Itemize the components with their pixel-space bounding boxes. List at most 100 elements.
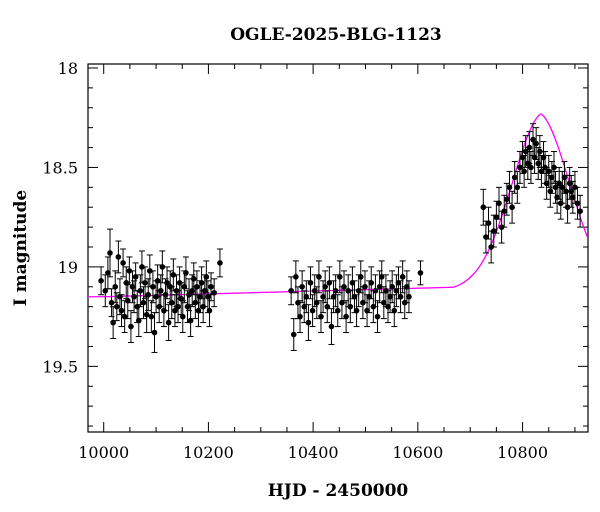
data-point <box>113 292 120 322</box>
data-point <box>201 274 208 308</box>
data-marker <box>316 274 322 280</box>
data-marker <box>211 289 217 296</box>
axis-ticks: 10000 10200 10400 10600 10800 18 18.5 19 19.5 <box>42 59 588 462</box>
data-marker <box>295 299 301 306</box>
data-marker <box>190 276 197 282</box>
data-point <box>115 240 122 274</box>
y-tick-label: 19.5 <box>42 357 78 376</box>
data-marker <box>108 299 115 306</box>
data-point <box>110 306 117 340</box>
data-point <box>211 278 218 308</box>
y-axis-label: I magnitude <box>11 190 31 307</box>
data-point <box>393 274 400 308</box>
data-point <box>106 228 113 278</box>
data-marker <box>322 283 328 290</box>
data-marker <box>124 297 131 304</box>
data-marker <box>142 280 148 286</box>
data-marker <box>533 140 539 147</box>
data-marker <box>556 180 563 187</box>
data-marker <box>126 268 133 274</box>
data-marker <box>404 283 410 290</box>
data-marker <box>353 307 360 314</box>
data-marker <box>178 295 184 302</box>
data-marker <box>387 293 393 300</box>
data-marker <box>128 323 134 330</box>
data-marker <box>522 148 529 155</box>
data-marker <box>549 174 555 181</box>
data-point <box>495 186 502 220</box>
data-point <box>203 260 210 294</box>
data-point <box>179 300 186 334</box>
data-point <box>395 266 402 300</box>
data-marker <box>328 323 335 330</box>
data-marker <box>305 319 312 326</box>
data-marker <box>110 319 116 326</box>
data-point <box>485 206 492 240</box>
data-point <box>288 276 295 306</box>
data-marker <box>501 208 508 214</box>
data-marker <box>165 319 172 326</box>
data-marker <box>198 280 205 286</box>
y-tick-label: 19 <box>58 258 78 277</box>
data-marker <box>417 270 424 276</box>
data-point <box>315 260 322 294</box>
data-point <box>506 170 513 204</box>
data-marker <box>115 254 122 260</box>
data-point <box>120 248 127 278</box>
data-point <box>361 270 368 304</box>
data-point <box>364 294 371 328</box>
data-point <box>509 190 516 224</box>
data-marker <box>372 287 379 294</box>
data-point <box>102 274 109 308</box>
data-marker <box>545 168 552 175</box>
data-point <box>480 188 487 226</box>
data-point <box>503 182 510 216</box>
data-marker <box>391 307 398 314</box>
data-point <box>328 308 335 345</box>
data-point <box>550 151 557 184</box>
data-marker <box>206 307 213 314</box>
data-point <box>216 248 223 278</box>
data-marker <box>343 313 349 320</box>
data-marker <box>121 313 128 320</box>
data-marker <box>135 317 142 324</box>
data-marker <box>172 307 178 314</box>
data-point <box>482 220 489 254</box>
data-point <box>526 131 533 164</box>
plot-frame <box>87 63 589 433</box>
data-marker <box>154 278 161 284</box>
data-marker <box>146 268 153 274</box>
data-marker <box>157 287 164 294</box>
data-point <box>121 300 128 334</box>
data-point <box>98 266 105 296</box>
data-marker <box>509 204 515 211</box>
data-marker <box>521 168 527 175</box>
data-marker <box>98 278 104 284</box>
data-marker <box>397 293 404 300</box>
data-marker <box>389 283 395 290</box>
data-marker <box>485 220 492 226</box>
data-marker <box>297 313 303 320</box>
data-marker <box>385 303 391 310</box>
data-point <box>521 155 528 188</box>
data-point <box>159 250 166 284</box>
data-point <box>151 312 158 353</box>
data-point <box>305 304 312 341</box>
data-marker <box>203 274 210 280</box>
data-point <box>322 270 329 304</box>
x-axis-label: HJD - 2450000 <box>268 481 409 501</box>
data-point <box>355 274 362 308</box>
data-marker <box>574 200 581 207</box>
x-tick-label: 10400 <box>288 443 339 462</box>
data-point <box>538 155 545 188</box>
data-marker <box>393 287 400 294</box>
x-tick-label: 10800 <box>497 443 548 462</box>
data-marker <box>511 174 518 181</box>
data-point <box>118 294 125 328</box>
data-point <box>193 270 200 304</box>
data-point <box>149 270 156 304</box>
data-marker <box>374 313 381 320</box>
data-marker <box>528 164 534 171</box>
data-marker <box>355 287 362 294</box>
data-point <box>530 123 537 157</box>
